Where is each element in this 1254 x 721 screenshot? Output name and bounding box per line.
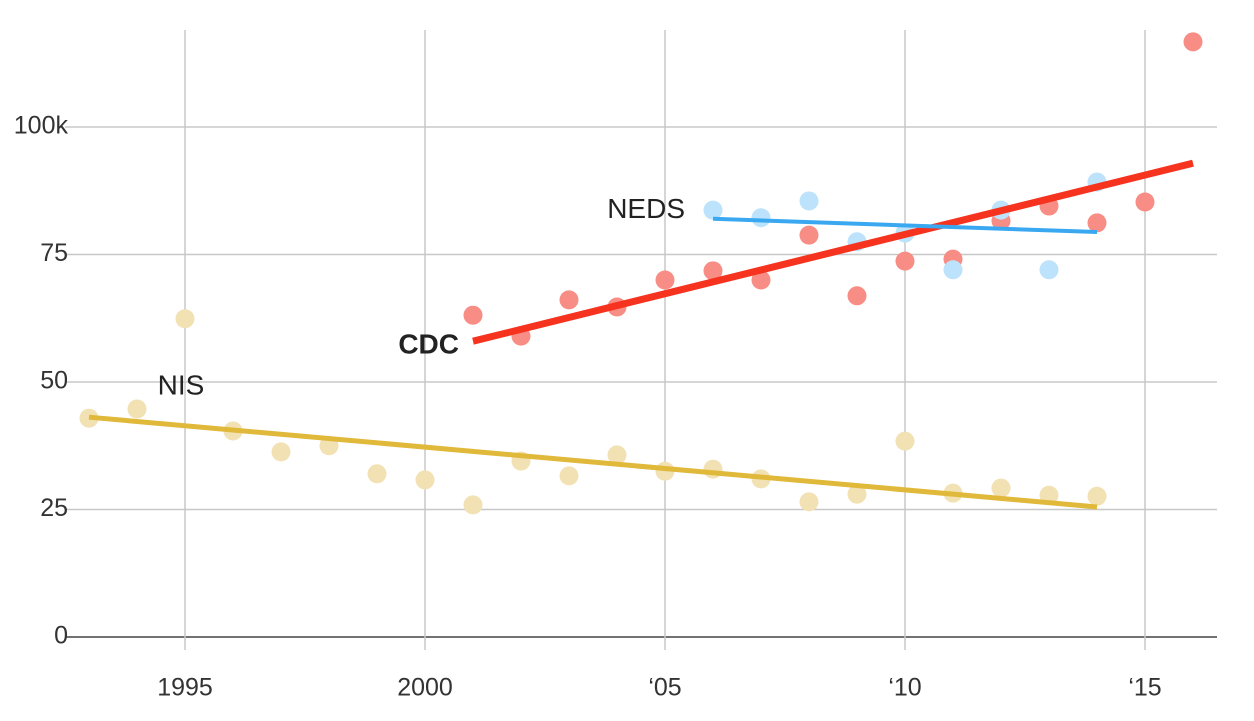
series-label: CDC [398,329,459,360]
data-point [847,484,867,504]
series-label: NEDS [607,193,685,224]
trend-line [712,216,1098,235]
data-point [751,208,771,228]
y-tick-label: 100k [14,112,69,140]
data-point [463,495,483,515]
data-point [991,478,1011,498]
y-tick-label: 0 [54,622,68,650]
data-point [1135,192,1155,212]
y-tick-label: 25 [40,494,68,522]
data-point [607,445,627,465]
data-point [415,470,435,490]
data-point [895,431,915,451]
data-point [1183,32,1203,52]
x-tick-label: ‘10 [888,674,921,702]
data-point [799,191,819,211]
data-point [463,305,483,325]
data-point [703,261,723,281]
data-point [847,286,867,306]
data-point [703,200,723,220]
trend-line [472,159,1194,345]
data-point [127,399,147,419]
data-point [1087,486,1107,506]
data-point [799,225,819,245]
x-tick-label: ‘05 [648,674,681,702]
data-point [943,260,963,280]
data-point [367,464,387,484]
series [79,309,1107,515]
data-point [175,309,195,329]
data-point [559,290,579,310]
data-point [799,492,819,512]
data-point [559,466,579,486]
data-point [271,442,291,462]
series-label: NIS [158,370,205,401]
data-point [1039,260,1059,280]
x-tick-label: 2000 [397,674,453,702]
data-point [655,270,675,290]
data-point [751,270,771,290]
trend-line [88,414,1098,510]
data-point [1087,213,1107,233]
y-tick-label: 50 [40,367,68,395]
data-point [895,251,915,271]
x-tick-label: ‘15 [1128,674,1161,702]
x-tick-label: 1995 [157,674,213,702]
y-tick-label: 75 [40,239,68,267]
data-point [703,459,723,479]
